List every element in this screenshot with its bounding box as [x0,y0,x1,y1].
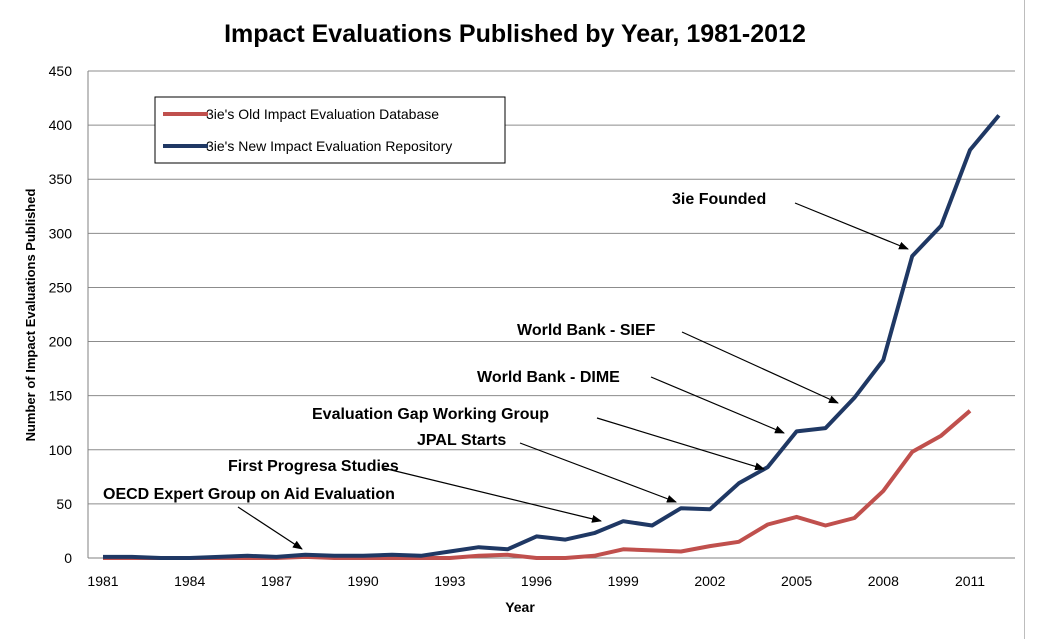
legend-label-old: 3ie's Old Impact Evaluation Database [206,106,439,122]
y-tick-label: 100 [49,442,73,458]
annotation-label: 3ie Founded [672,191,766,208]
x-tick-label: 1990 [348,573,379,589]
annotation-arrow [794,202,909,250]
x-tick-label: 2005 [781,573,812,589]
legend-box [154,96,506,164]
y-tick-label: 300 [49,225,73,241]
annotation-arrow [237,506,303,550]
annotation-arrow [681,331,839,404]
x-tick-label: 1981 [87,573,118,589]
y-tick-label: 350 [49,171,73,187]
chart-frame-border [1024,0,1025,639]
x-tick-label: 1996 [521,573,552,589]
annotation-arrow [382,467,602,523]
y-tick-label: 250 [49,279,73,295]
x-tick-label: 1984 [174,573,205,589]
x-axis-label: Year [505,599,535,615]
x-tick-label: 1993 [434,573,465,589]
x-tick-label: 2008 [868,573,899,589]
x-tick-label: 1999 [608,573,639,589]
annotation-arrow [596,417,765,471]
annotation-arrow [519,442,677,503]
chart-title: Impact Evaluations Published by Year, 19… [224,20,806,48]
y-tick-label: 0 [64,550,72,566]
y-tick-label: 150 [49,388,73,404]
annotation-label: OECD Expert Group on Aid Evaluation [103,486,395,503]
series-line-new-repository [103,114,1001,560]
annotation-arrow [650,376,785,434]
annotation-label: World Bank - DIME [477,369,620,386]
y-tick-label: 50 [56,496,72,512]
y-tick-label: 200 [49,334,73,350]
x-tick-label: 1987 [261,573,292,589]
legend: 3ie's Old Impact Evaluation Database 3ie… [154,96,506,164]
x-tick-label: 2011 [955,573,985,589]
y-axis-label: Number of Impact Evaluations Published [23,189,38,442]
annotation-label: JPAL Starts [417,432,506,449]
annotation-label: First Progresa Studies [228,458,399,475]
annotation-label: World Bank - SIEF [517,322,656,339]
annotation-label: Evaluation Gap Working Group [312,406,549,423]
x-tick-label: 2002 [694,573,725,589]
y-tick-label: 400 [49,117,73,133]
legend-label-new: 3ie's New Impact Evaluation Repository [206,138,452,154]
y-tick-label: 450 [49,63,73,79]
